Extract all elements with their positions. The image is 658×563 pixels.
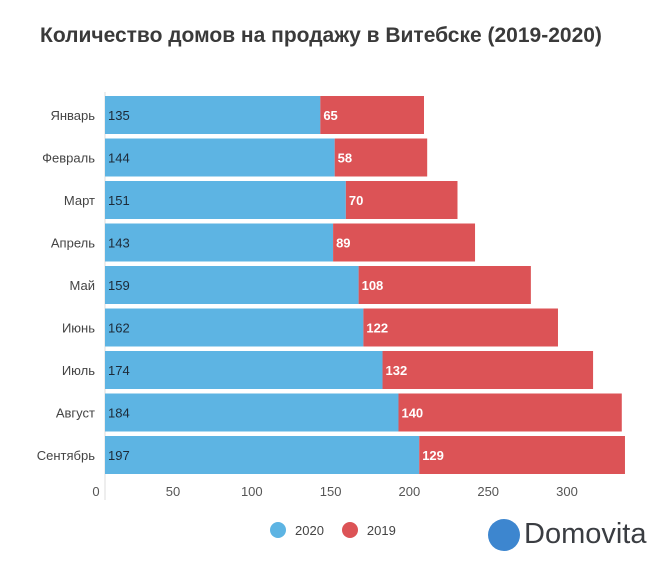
x-tick-label: 250 [477,484,499,499]
category-label: Январь [50,108,95,123]
data-label-2020: 159 [108,278,130,293]
legend-item-2019[interactable]: 2019 [341,522,396,538]
category-label: Сентябрь [37,448,95,463]
data-label-2019: 89 [336,236,350,251]
bar-2020[interactable] [105,436,420,474]
bar-2019[interactable] [334,138,428,177]
data-label-2020: 144 [108,151,130,166]
data-label-2020: 184 [108,406,130,421]
x-tick-label: 300 [556,484,578,499]
data-label-2019: 65 [323,108,337,123]
category-label: Март [64,193,95,208]
legend-swatch-2019 [341,522,358,538]
category-label: Февраль [42,151,95,166]
domovita-logo: Domovita [488,518,647,551]
legend-label-2019: 2019 [366,522,396,538]
legend-item-2020[interactable]: 2020 [270,522,324,538]
bar-2019[interactable] [358,266,531,304]
bar-2019[interactable] [398,393,622,432]
legend-label-2020: 2020 [295,522,324,538]
bar-2019[interactable] [345,181,458,219]
data-label-2020: 162 [108,321,130,336]
data-label-2019: 140 [401,406,423,421]
data-label-2020: 135 [108,108,130,123]
legend: 2020 2019 [270,522,414,538]
bar-2019[interactable] [320,96,424,134]
bar-2020[interactable] [105,308,364,347]
x-tick-label: 100 [241,484,263,499]
bar-2020[interactable] [105,223,334,262]
x-tick-label: 200 [399,484,421,499]
x-tick-label: 50 [166,484,180,499]
data-label-2019: 129 [422,448,444,463]
data-label-2019: 70 [349,193,363,208]
x-tick-label: 150 [320,484,342,499]
bar-2019[interactable] [419,436,625,474]
category-label: Август [56,406,95,421]
data-label-2020: 197 [108,448,130,463]
bar-2020[interactable] [105,138,335,177]
legend-swatch-2020 [270,522,286,538]
data-label-2020: 151 [108,193,130,208]
data-label-2019: 108 [362,278,384,293]
logo-text: Domovita [524,518,647,550]
bar-2020[interactable] [105,181,346,219]
bar-2020[interactable] [105,351,383,389]
bar-2019[interactable] [333,223,476,262]
data-label-2019: 122 [366,321,388,336]
category-label: Июль [62,363,95,378]
data-label-2019: 132 [386,363,408,378]
data-label-2020: 143 [108,236,130,251]
bar-2020[interactable] [105,96,321,134]
bar-2019[interactable] [363,308,558,347]
bar-2020[interactable] [105,393,399,432]
data-label-2020: 174 [108,363,130,378]
category-label: Июнь [62,321,95,336]
category-label: Май [70,278,95,293]
category-label: Апрель [51,236,95,251]
bar-2020[interactable] [105,266,359,304]
data-label-2019: 58 [338,151,352,166]
x-tick-label: 0 [92,484,99,499]
logo-circle-icon [488,518,520,551]
bar-2019[interactable] [382,351,594,389]
chart-title: Количество домов на продажу в Витебске (… [40,24,602,47]
